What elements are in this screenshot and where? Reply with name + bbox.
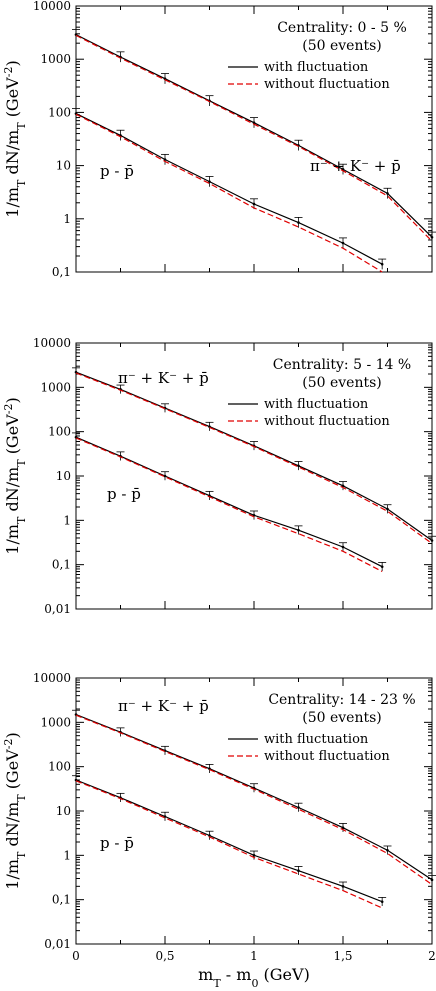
y-axis-label: 1/mT dN/mT (GeV-2) xyxy=(2,732,28,889)
y-tick-label: 10 xyxy=(56,804,71,818)
panel-title: Centrality: 14 - 23 % xyxy=(268,692,415,708)
curve-label-p-minus-pbar: p - p̄ xyxy=(100,834,134,852)
x-tick-label: 1 xyxy=(250,949,258,963)
data-point xyxy=(380,565,384,568)
series-without-fluctuation xyxy=(75,113,383,273)
chart-panel-2: 0,01 0,1 1 10 100 1000 10000 1/mT dN/mT (GeV-2)… xyxy=(2,336,436,616)
y-tick-label: 0,01 xyxy=(44,602,71,616)
series-without-fluctuation xyxy=(75,372,433,544)
data-point xyxy=(252,202,256,206)
y-tick-label: 100 xyxy=(48,760,71,774)
y-tick-label: 0,1 xyxy=(52,265,71,279)
data-point xyxy=(208,834,211,837)
data-point xyxy=(341,826,345,830)
data-point xyxy=(341,484,345,488)
y-tick-label: 1000 xyxy=(40,52,71,66)
data-point xyxy=(380,262,384,266)
data-point xyxy=(208,180,211,183)
series-with-fluctuation xyxy=(75,779,383,903)
y-tick-label: 1000 xyxy=(40,715,71,729)
series-with-fluctuation xyxy=(75,436,383,568)
series-without-fluctuation xyxy=(75,780,383,909)
data-point xyxy=(380,900,384,903)
curve-label-pion-kaon-pbar: π⁻ + K⁻ + p̄ xyxy=(118,369,209,387)
data-point xyxy=(163,77,167,80)
panel-title: Centrality: 0 - 5 % xyxy=(277,20,407,36)
y-axis-label: 1/mT dN/mT (GeV-2) xyxy=(2,60,28,217)
legend-solid-label: with fluctuation xyxy=(264,397,369,412)
panel-subtitle: (50 events) xyxy=(302,38,382,54)
data-point xyxy=(163,474,167,478)
x-axis-label: mT - m0 (GeV) xyxy=(198,965,310,990)
y-tick-label: 10 xyxy=(56,159,71,173)
chart-panel-1: 0,1 1 10 100 1000 10000 1/mT dN/mT (GeV-2) Cent… xyxy=(2,0,436,279)
panel-subtitle: (50 events) xyxy=(302,375,382,391)
data-point xyxy=(341,545,345,549)
legend-dashed-label: without fluctuation xyxy=(264,414,390,429)
data-point xyxy=(341,241,345,245)
y-tick-label: 10000 xyxy=(33,671,71,685)
legend-solid-label: with fluctuation xyxy=(264,60,369,75)
y-tick-label: 100 xyxy=(48,425,71,439)
series-without-fluctuation xyxy=(75,437,383,573)
data-point xyxy=(386,507,389,511)
curve-label-p-minus-pbar: p - p̄ xyxy=(100,162,134,180)
legend-dashed-label: without fluctuation xyxy=(264,749,390,764)
y-tick-label: 10000 xyxy=(33,0,71,13)
legend-dashed-label: without fluctuation xyxy=(264,77,390,92)
y-tick-label: 1 xyxy=(63,212,71,226)
panel-subtitle: (50 events) xyxy=(302,710,382,726)
legend-solid-label: with fluctuation xyxy=(264,732,369,747)
data-point xyxy=(430,878,434,882)
y-tick-label: 0,01 xyxy=(44,937,71,951)
y-tick-label: 1000 xyxy=(40,380,71,394)
data-point xyxy=(430,539,434,542)
series-without-fluctuation xyxy=(75,714,433,885)
y-tick-label: 0,1 xyxy=(52,893,71,907)
y-tick-label: 0,1 xyxy=(52,558,71,572)
y-axis-label: 1/mT dN/mT (GeV-2) xyxy=(2,397,28,554)
y-tick-label: 10000 xyxy=(33,336,71,350)
data-point xyxy=(297,806,300,809)
data-point xyxy=(430,235,434,239)
curve-label-pion-kaon-pbar: π⁻ + K⁻ + p̄ xyxy=(310,157,401,175)
y-tick-label: 100 xyxy=(48,105,71,119)
chart-panel-3: 0,01 0,1 1 10 100 1000 10000 0 0,5 1 1,5 2 1/mT dN/m… xyxy=(2,671,436,963)
data-point xyxy=(163,158,167,161)
data-point xyxy=(297,221,300,224)
y-tick-label: 10 xyxy=(56,469,71,483)
data-point xyxy=(252,121,256,125)
curve-label-p-minus-pbar: p - p̄ xyxy=(107,485,141,503)
data-point xyxy=(297,869,300,873)
series-without-fluctuation xyxy=(75,34,433,242)
x-tick-label: 0 xyxy=(72,949,80,963)
data-point xyxy=(386,848,389,852)
series-with-fluctuation xyxy=(75,113,383,265)
x-tick-label: 2 xyxy=(428,949,436,963)
data-point xyxy=(252,854,256,857)
x-tick-label: 0,5 xyxy=(155,949,174,963)
y-tick-label: 1 xyxy=(63,513,71,527)
data-point xyxy=(341,885,345,888)
data-point xyxy=(386,192,389,195)
y-tick-label: 1 xyxy=(63,848,71,862)
x-tick-label: 1,5 xyxy=(333,949,352,963)
data-point xyxy=(297,528,300,532)
data-point xyxy=(297,464,300,468)
curve-label-pion-kaon-pbar: π⁻ + K⁻ + p̄ xyxy=(118,697,209,715)
panel-title: Centrality: 5 - 14 % xyxy=(273,357,411,373)
